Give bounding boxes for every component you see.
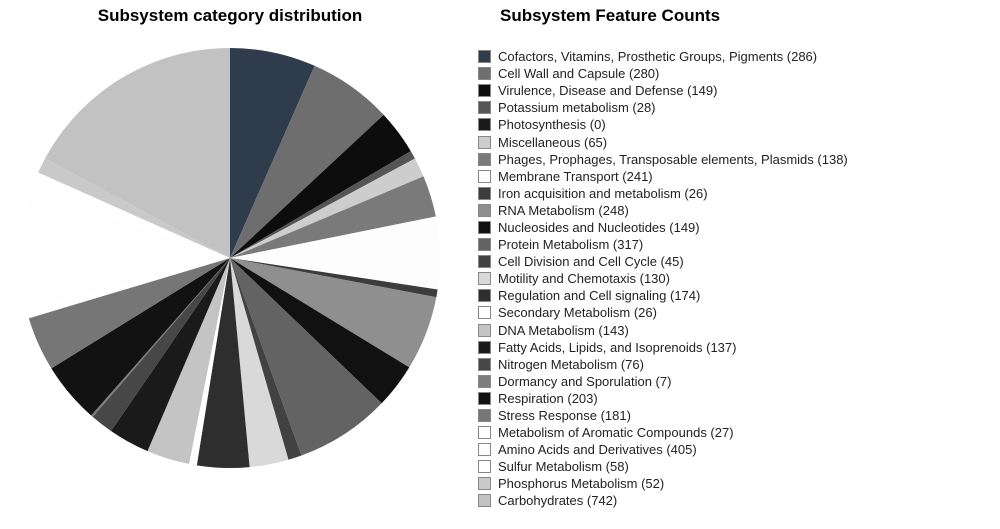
legend-row: Virulence, Disease and Defense (149) <box>478 82 1000 99</box>
legend-row: Iron acquisition and metabolism (26) <box>478 185 1000 202</box>
legend-label: Stress Response (181) <box>498 408 631 423</box>
legend-row: Nitrogen Metabolism (76) <box>478 356 1000 373</box>
legend-swatch <box>478 477 491 490</box>
legend-row: Stress Response (181) <box>478 407 1000 424</box>
legend-row: Carbohydrates (742) <box>478 492 1000 509</box>
legend-row: DNA Metabolism (143) <box>478 322 1000 339</box>
legend-label: DNA Metabolism (143) <box>498 323 629 338</box>
page: Subsystem category distribution Subsyste… <box>0 0 1000 529</box>
legend-label: Protein Metabolism (317) <box>498 237 643 252</box>
legend-swatch <box>478 187 491 200</box>
legend-label: Cell Wall and Capsule (280) <box>498 66 659 81</box>
pie-title: Subsystem category distribution <box>0 6 460 26</box>
legend-label: Motility and Chemotaxis (130) <box>498 271 670 286</box>
legend-swatch <box>478 341 491 354</box>
legend-label: Fatty Acids, Lipids, and Isoprenoids (13… <box>498 340 736 355</box>
legend-label: Respiration (203) <box>498 391 598 406</box>
legend-row: Cell Wall and Capsule (280) <box>478 65 1000 82</box>
legend-swatch <box>478 67 491 80</box>
legend-label: Sulfur Metabolism (58) <box>498 459 629 474</box>
legend-label: Cell Division and Cell Cycle (45) <box>498 254 684 269</box>
legend-label: Amino Acids and Derivatives (405) <box>498 442 697 457</box>
legend-label: RNA Metabolism (248) <box>498 203 629 218</box>
right-panel: Subsystem Feature Counts Cofactors, Vita… <box>460 4 1000 529</box>
legend-row: Secondary Metabolism (26) <box>478 304 1000 321</box>
legend-swatch <box>478 101 491 114</box>
legend-label: Carbohydrates (742) <box>498 493 617 508</box>
legend-row: Photosynthesis (0) <box>478 116 1000 133</box>
legend-swatch <box>478 460 491 473</box>
legend-label: Virulence, Disease and Defense (149) <box>498 83 717 98</box>
legend-row: Potassium metabolism (28) <box>478 99 1000 116</box>
legend-swatch <box>478 50 491 63</box>
legend-swatch <box>478 255 491 268</box>
legend-row: Sulfur Metabolism (58) <box>478 458 1000 475</box>
legend-swatch <box>478 392 491 405</box>
legend-swatch <box>478 118 491 131</box>
legend-swatch <box>478 84 491 97</box>
legend-label: Membrane Transport (241) <box>498 169 653 184</box>
legend-swatch <box>478 204 491 217</box>
legend-label: Nitrogen Metabolism (76) <box>498 357 644 372</box>
legend-label: Nucleosides and Nucleotides (149) <box>498 220 700 235</box>
legend-row: Miscellaneous (65) <box>478 133 1000 150</box>
legend-label: Phosphorus Metabolism (52) <box>498 476 664 491</box>
legend-row: Dormancy and Sporulation (7) <box>478 373 1000 390</box>
legend-swatch <box>478 221 491 234</box>
legend-swatch <box>478 409 491 422</box>
legend-row: Fatty Acids, Lipids, and Isoprenoids (13… <box>478 339 1000 356</box>
legend-label: Photosynthesis (0) <box>498 117 606 132</box>
legend-swatch <box>478 443 491 456</box>
legend-row: Protein Metabolism (317) <box>478 236 1000 253</box>
legend-label: Miscellaneous (65) <box>498 135 607 150</box>
legend-swatch <box>478 494 491 507</box>
legend-swatch <box>478 375 491 388</box>
legend-label: Dormancy and Sporulation (7) <box>498 374 671 389</box>
legend-swatch <box>478 358 491 371</box>
legend-row: Phosphorus Metabolism (52) <box>478 475 1000 492</box>
legend-swatch <box>478 153 491 166</box>
legend-swatch <box>478 136 491 149</box>
legend-title: Subsystem Feature Counts <box>460 6 1000 26</box>
legend-label: Secondary Metabolism (26) <box>498 305 657 320</box>
legend-label: Potassium metabolism (28) <box>498 100 656 115</box>
legend-row: Metabolism of Aromatic Compounds (27) <box>478 424 1000 441</box>
legend-label: Cofactors, Vitamins, Prosthetic Groups, … <box>498 49 817 64</box>
left-panel: Subsystem category distribution <box>0 4 460 529</box>
legend-swatch <box>478 170 491 183</box>
legend-swatch <box>478 272 491 285</box>
legend-swatch <box>478 324 491 337</box>
legend-row: Motility and Chemotaxis (130) <box>478 270 1000 287</box>
legend-swatch <box>478 426 491 439</box>
legend-label: Iron acquisition and metabolism (26) <box>498 186 708 201</box>
legend-row: Respiration (203) <box>478 390 1000 407</box>
legend-swatch <box>478 289 491 302</box>
legend-row: Amino Acids and Derivatives (405) <box>478 441 1000 458</box>
legend-swatch <box>478 306 491 319</box>
legend-row: Phages, Prophages, Transposable elements… <box>478 151 1000 168</box>
legend-row: Regulation and Cell signaling (174) <box>478 287 1000 304</box>
legend-row: Cofactors, Vitamins, Prosthetic Groups, … <box>478 48 1000 65</box>
legend-row: Nucleosides and Nucleotides (149) <box>478 219 1000 236</box>
legend-label: Metabolism of Aromatic Compounds (27) <box>498 425 734 440</box>
legend-row: Membrane Transport (241) <box>478 168 1000 185</box>
legend-swatch <box>478 238 491 251</box>
legend-label: Regulation and Cell signaling (174) <box>498 288 700 303</box>
legend-label: Phages, Prophages, Transposable elements… <box>498 152 848 167</box>
legend-row: Cell Division and Cell Cycle (45) <box>478 253 1000 270</box>
pie-chart <box>10 38 450 478</box>
legend-row: RNA Metabolism (248) <box>478 202 1000 219</box>
legend: Cofactors, Vitamins, Prosthetic Groups, … <box>460 48 1000 510</box>
